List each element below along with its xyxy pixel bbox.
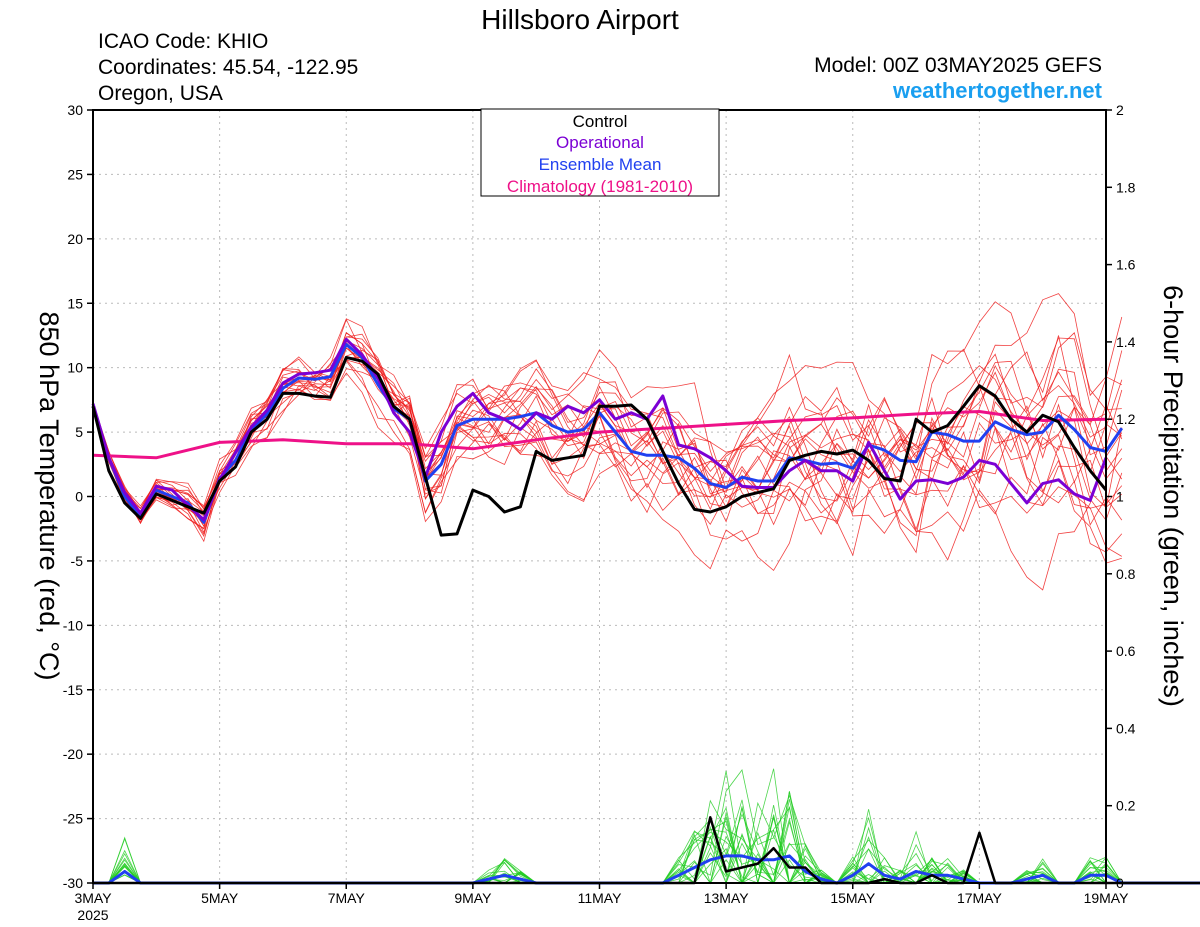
x-tick-label: 5MAY [201, 890, 239, 906]
y-left-tick-label: 30 [67, 102, 83, 118]
precipitation-member-line [93, 769, 1200, 884]
x-tick-label: 9MAY [454, 890, 492, 906]
coordinates: Coordinates: 45.54, -122.95 [98, 56, 358, 79]
precipitation-member-line [93, 768, 1200, 884]
legend: Control Operational Ensemble Mean Climat… [480, 108, 720, 197]
temperature-member-line [92, 340, 1123, 561]
y-left-tick-label: -30 [63, 875, 83, 891]
temperature-member-line [92, 333, 1123, 521]
legend-operational: Operational [556, 133, 644, 152]
temperature-member-line [92, 337, 1123, 527]
x-tick-label: 17MAY [957, 890, 1003, 906]
x-tick-label: 13MAY [704, 890, 750, 906]
temperature-member-line [92, 318, 1123, 570]
y-right-tick-label: 1.6 [1116, 257, 1136, 273]
precipitation-member-line [93, 799, 1200, 884]
precipitation-member-line [93, 791, 1200, 885]
region: Oregon, USA [98, 82, 223, 105]
legend-control: Control [573, 112, 628, 131]
y-right-tick-label: 0.2 [1116, 798, 1136, 814]
precipitation-member-line [93, 829, 1200, 884]
temperature-member-line [92, 347, 1123, 535]
model-run: Model: 00Z 03MAY2025 GEFS [814, 54, 1102, 77]
ensemble-members-precipitation [93, 768, 1200, 885]
y-left-tick-label: -10 [63, 617, 83, 633]
y-axis-left-label: 850 hPa Temperature (red, °C) [34, 312, 64, 681]
x-tick-label: 11MAY [578, 890, 622, 906]
y-left-tick-label: 5 [75, 424, 83, 440]
temperature-member-line [92, 336, 1123, 524]
y-right-tick-label: 0.8 [1116, 566, 1136, 582]
legend-climatology: Climatology (1981-2010) [507, 177, 693, 196]
climatology-line [92, 409, 1107, 460]
precipitation-member-line [93, 799, 1200, 884]
grid [93, 110, 1106, 883]
y-right-tick-label: 0.6 [1116, 643, 1136, 659]
series-lines [91, 337, 1200, 885]
y-right-tick-label: 1 [1116, 489, 1124, 505]
y-right-tick-label: 0 [1116, 875, 1124, 891]
chart-title: Hillsboro Airport [481, 4, 679, 35]
legend-box [480, 108, 720, 197]
y-axis-right-label: 6-hour Precipitation (green, inches) [1158, 285, 1188, 707]
temperature-member-line [92, 316, 1123, 521]
temperature-member-line [92, 343, 1123, 572]
x-tick-label: 7MAY [328, 890, 366, 906]
y-right-tick-label: 1.8 [1116, 179, 1136, 195]
axes: 302520151050-5-10-15-20-25-3021.81.61.41… [63, 102, 1136, 923]
y-right-tick-label: 1.2 [1116, 411, 1136, 427]
x-tick-label: 15MAY [830, 890, 876, 906]
y-right-tick-label: 1.4 [1116, 334, 1136, 350]
icao-code: ICAO Code: KHIO [98, 30, 268, 53]
x-tick-label: 3MAY [74, 890, 112, 906]
y-left-tick-label: 0 [75, 489, 83, 505]
y-left-tick-label: 20 [67, 231, 83, 247]
temperature-mean-line [91, 343, 1124, 524]
y-left-tick-label: 25 [67, 166, 83, 182]
precipitation-mean-line [93, 854, 1200, 885]
y-right-tick-label: 0.4 [1116, 720, 1136, 736]
temperature-member-line [92, 353, 1123, 529]
y-left-tick-label: 10 [67, 360, 83, 376]
x-tick-label: 19MAY [1084, 890, 1130, 906]
temperature-member-line [92, 332, 1122, 530]
x-tick-year: 2025 [77, 907, 108, 923]
site-link[interactable]: weathertogether.net [892, 78, 1103, 103]
precipitation-member-line [93, 770, 1200, 884]
y-left-tick-label: -20 [63, 746, 83, 762]
y-left-tick-label: -5 [71, 553, 84, 569]
y-left-tick-label: 15 [67, 295, 83, 311]
temperature-operational-line [91, 337, 1108, 522]
temperature-control-line [91, 355, 1108, 537]
legend-ensemble-mean: Ensemble Mean [539, 155, 662, 174]
y-right-tick-label: 2 [1116, 102, 1124, 118]
precipitation-member-line [93, 799, 1200, 884]
temperature-member-line [92, 359, 1123, 591]
y-left-tick-label: -15 [63, 682, 83, 698]
y-left-tick-label: -25 [63, 811, 83, 827]
